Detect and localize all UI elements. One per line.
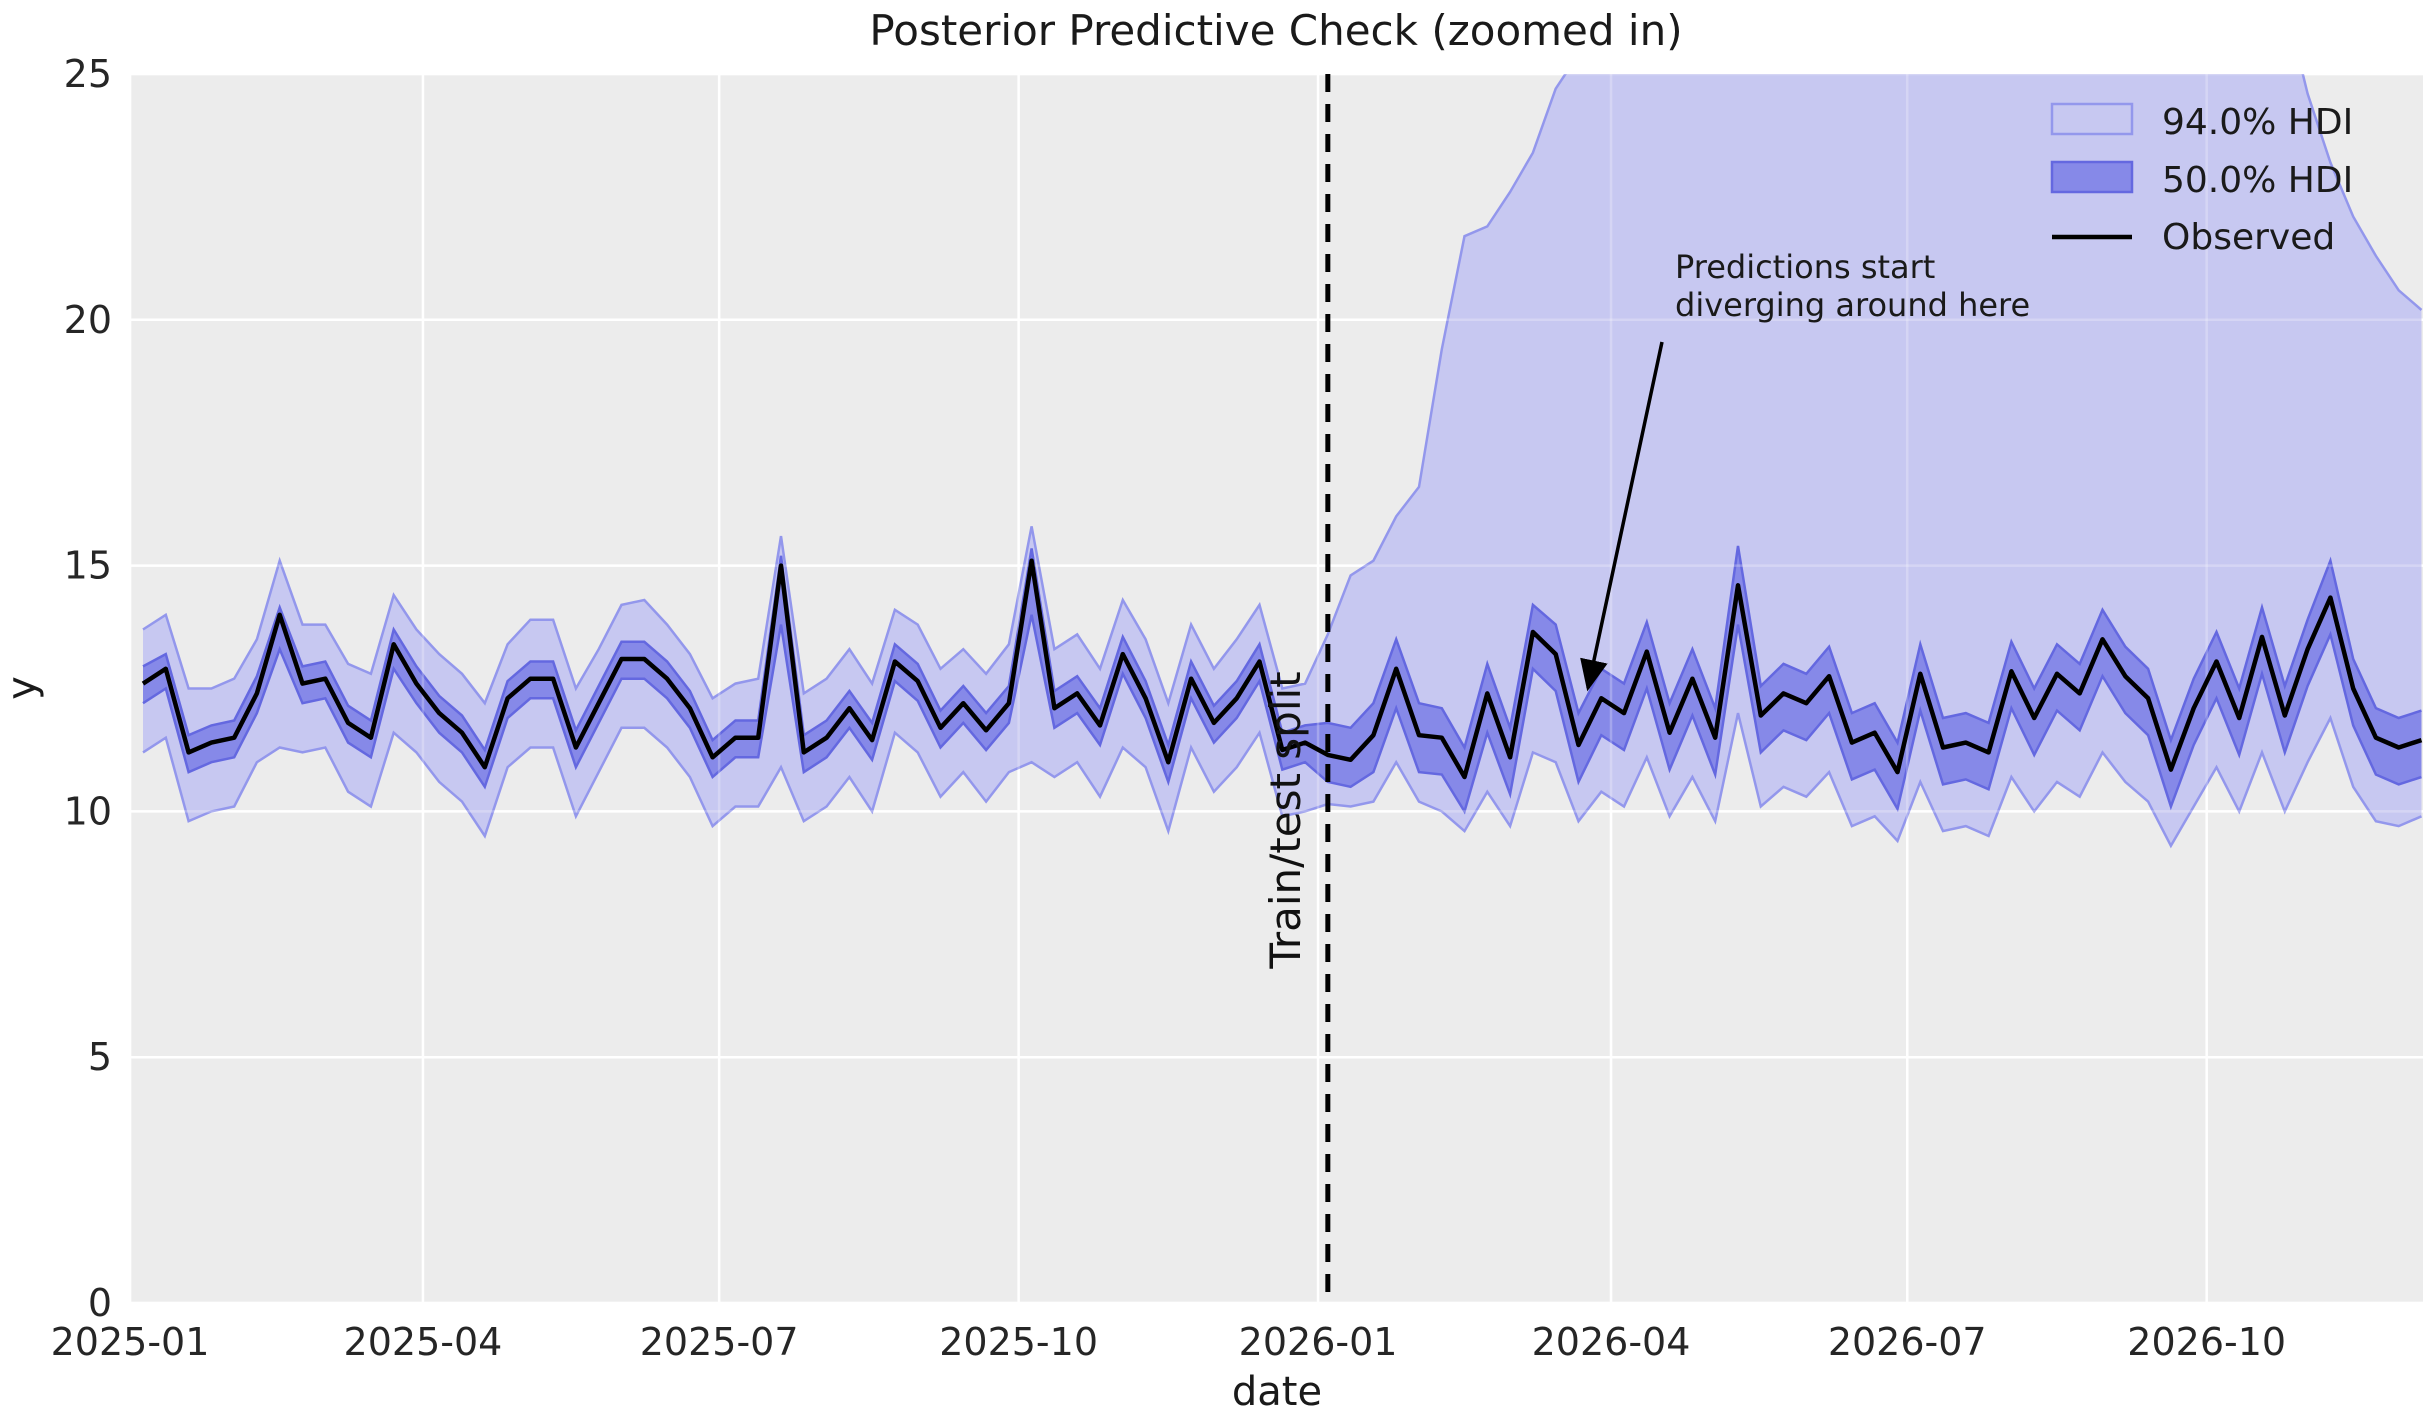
y-tick-label: 25 [64, 52, 112, 96]
y-tick-label: 10 [64, 789, 112, 833]
x-tick-label: 2026-07 [1828, 1320, 1987, 1364]
annotation-line-1: Predictions start [1675, 248, 1935, 286]
legend-swatch-50-hdi [2050, 160, 2134, 194]
x-tick-label: 2026-01 [1239, 1320, 1398, 1364]
hdi50-upper-edge [142, 545, 2422, 753]
legend-swatch-94-hdi [2050, 102, 2134, 136]
divergence-annotation: Predictions start diverging around here [1580, 248, 2030, 692]
chart-title: Posterior Predictive Check (zoomed in) [869, 6, 1682, 55]
hdi94-upper-edge [142, 74, 2423, 708]
legend-label-94-hdi: 94.0% HDI [2162, 102, 2353, 143]
hdi94-band [143, 74, 2422, 846]
legend-label-observed: Observed [2162, 217, 2335, 258]
hdi50-band [143, 545, 2422, 812]
x-tick-label: 2025-01 [51, 1320, 210, 1364]
x-tick-label: 2025-07 [640, 1320, 799, 1364]
y-tick-label: 15 [64, 544, 112, 588]
plot-area: 0 5 10 15 20 25 2025-01 2025-04 2025-07 2025-10 20… [51, 52, 2423, 1364]
train-test-split-label: Train/test split [1261, 671, 1310, 969]
y-tick-label: 5 [88, 1035, 112, 1079]
annotation-line-2: diverging around here [1675, 286, 2030, 324]
x-tick-label: 2026-04 [1532, 1320, 1691, 1364]
x-tick-label: 2025-10 [939, 1320, 1098, 1364]
y-tick-label: 0 [88, 1281, 112, 1325]
x-axis-label: date [1232, 1369, 1322, 1415]
legend-label-50-hdi: 50.0% HDI [2162, 160, 2353, 201]
y-tick-label: 20 [64, 298, 112, 342]
legend: 94.0% HDI 50.0% HDI Observed [2050, 102, 2353, 258]
x-tick-label: 2025-04 [344, 1320, 503, 1364]
annotation-arrow [1580, 341, 1664, 692]
y-axis-label: y [0, 676, 45, 700]
x-tick-label: 2026-10 [2127, 1320, 2286, 1364]
hdi94-lower-edge [142, 712, 2422, 849]
hdi50-lower-edge [142, 614, 2422, 815]
observed-line [141, 558, 2423, 780]
